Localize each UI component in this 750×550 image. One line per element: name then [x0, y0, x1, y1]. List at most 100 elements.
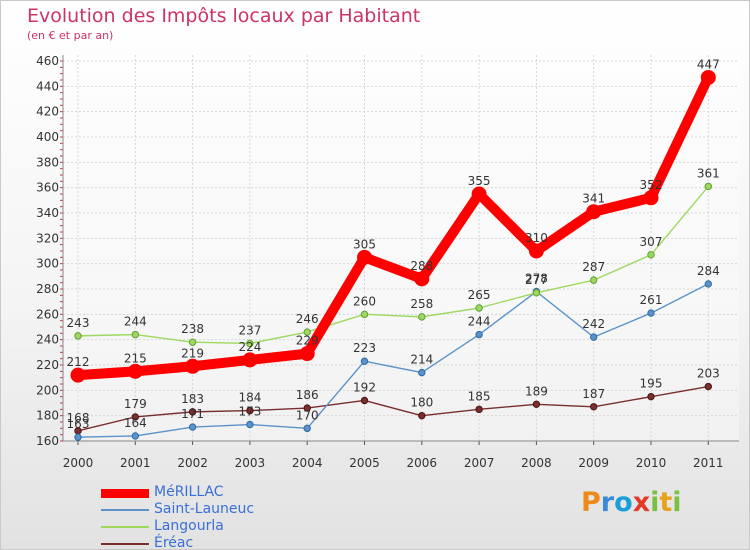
y-tick-label: 420: [36, 105, 59, 119]
data-point-3: [532, 400, 541, 408]
data-label-3: 180: [410, 396, 433, 410]
data-label-2: 238: [181, 322, 204, 336]
data-label-3: 184: [238, 391, 261, 405]
data-point-3: [418, 411, 426, 420]
data-label-3: 187: [582, 387, 605, 401]
data-point-0: [414, 271, 430, 287]
data-point-3: [303, 404, 311, 412]
data-label-0: 352: [640, 178, 663, 192]
data-label-2: 237: [238, 323, 261, 337]
y-tick-label: 320: [36, 231, 59, 245]
y-tick-label: 220: [36, 358, 59, 372]
data-labels: 168 179 183 184 186 192 180 185 189 187 195 203 163 1…: [67, 57, 720, 431]
data-label-3: 185: [468, 389, 491, 403]
logo-letter: o: [614, 487, 633, 518]
legend-label: Saint-Launeuc: [154, 501, 255, 517]
y-tick-label: 460: [36, 54, 59, 68]
proxiti-logo: Proxiti: [581, 487, 682, 518]
data-label-0: 305: [353, 237, 376, 251]
data-label-2: 244: [124, 315, 147, 329]
data-label-1: 171: [181, 407, 204, 421]
data-point-1: [475, 330, 483, 339]
data-label-0: 224: [238, 340, 261, 354]
data-label-0: 212: [67, 355, 90, 369]
data-point-0: [185, 358, 201, 374]
data-label-2: 361: [697, 166, 720, 180]
data-label-3: 192: [353, 380, 376, 394]
data-point-1: [590, 333, 598, 341]
x-tick-label: 2004: [292, 456, 323, 470]
series-line-0: [73, 72, 714, 381]
data-label-2: 307: [640, 235, 663, 249]
data-point-3: [590, 403, 598, 411]
data-point-1: [647, 309, 655, 317]
data-point-2: [418, 313, 426, 321]
x-tick-label: 2008: [521, 456, 552, 470]
data-label-1: 244: [468, 315, 491, 329]
legend-swatch: [101, 543, 149, 545]
x-tick-label: 2009: [578, 456, 609, 470]
data-point-2: [475, 304, 483, 312]
data-point-2: [532, 289, 541, 297]
data-label-2: 287: [582, 260, 605, 274]
data-label-0: 341: [582, 192, 605, 206]
logo-letter: i: [650, 487, 660, 518]
data-point-2: [303, 328, 311, 336]
x-tick-label: 2006: [407, 456, 438, 470]
legend-swatch: [101, 509, 149, 511]
data-label-0: 229: [296, 334, 319, 348]
data-label-1: 173: [238, 405, 261, 419]
data-point-3: [475, 405, 483, 414]
data-point-1: [188, 423, 197, 431]
data-label-2: 258: [410, 297, 433, 311]
data-label-1: 164: [124, 416, 147, 430]
data-label-2: 246: [296, 312, 319, 326]
data-point-0: [700, 69, 716, 85]
data-label-0: 215: [124, 351, 147, 365]
x-tick-label: 2001: [120, 456, 151, 470]
data-point-1: [74, 433, 82, 441]
data-point-1: [131, 432, 140, 440]
data-point-2: [188, 338, 197, 346]
data-label-1: 223: [353, 341, 376, 355]
data-label-2: 265: [468, 288, 491, 302]
data-label-3: 183: [181, 392, 204, 406]
data-label-1: 214: [410, 353, 433, 367]
data-label-3: 168: [67, 411, 90, 425]
data-point-1: [360, 357, 369, 365]
data-label-3: 195: [640, 377, 663, 391]
x-tick-label: 2000: [63, 456, 94, 470]
y-tick-label: 280: [36, 282, 59, 296]
y-tick-label: 360: [36, 181, 59, 195]
chart-subtitle: (en € et par an): [27, 29, 114, 42]
data-label-3: 189: [525, 384, 548, 398]
y-tick-label: 200: [36, 383, 59, 397]
data-point-0: [528, 243, 544, 259]
data-point-3: [360, 396, 369, 405]
data-label-0: 310: [525, 231, 548, 245]
data-point-2: [131, 330, 140, 339]
y-tick-label: 240: [36, 333, 59, 347]
y-tick-label: 180: [36, 409, 59, 423]
y-tick-label: 340: [36, 206, 59, 220]
logo-letter: x: [632, 487, 651, 518]
data-label-0: 219: [181, 346, 204, 360]
data-point-1: [418, 368, 426, 377]
x-tick-label: 2011: [693, 456, 724, 470]
data-point-0: [471, 186, 487, 202]
legend-label: Éréac: [154, 535, 194, 550]
data-label-0: 447: [697, 57, 720, 71]
data-label-2: 277: [525, 273, 548, 287]
data-point-0: [242, 352, 258, 368]
series-line-1: [77, 283, 709, 438]
data-label-3: 203: [697, 367, 720, 381]
data-label-0: 288: [410, 259, 433, 273]
legend-label: Langourla: [154, 518, 224, 534]
x-tick-label: 2010: [636, 456, 667, 470]
series-line-3: [77, 385, 709, 432]
y-tick-label: 400: [36, 130, 59, 144]
data-point-1: [704, 280, 712, 288]
data-point-0: [70, 367, 86, 383]
data-label-1: 284: [697, 264, 720, 278]
